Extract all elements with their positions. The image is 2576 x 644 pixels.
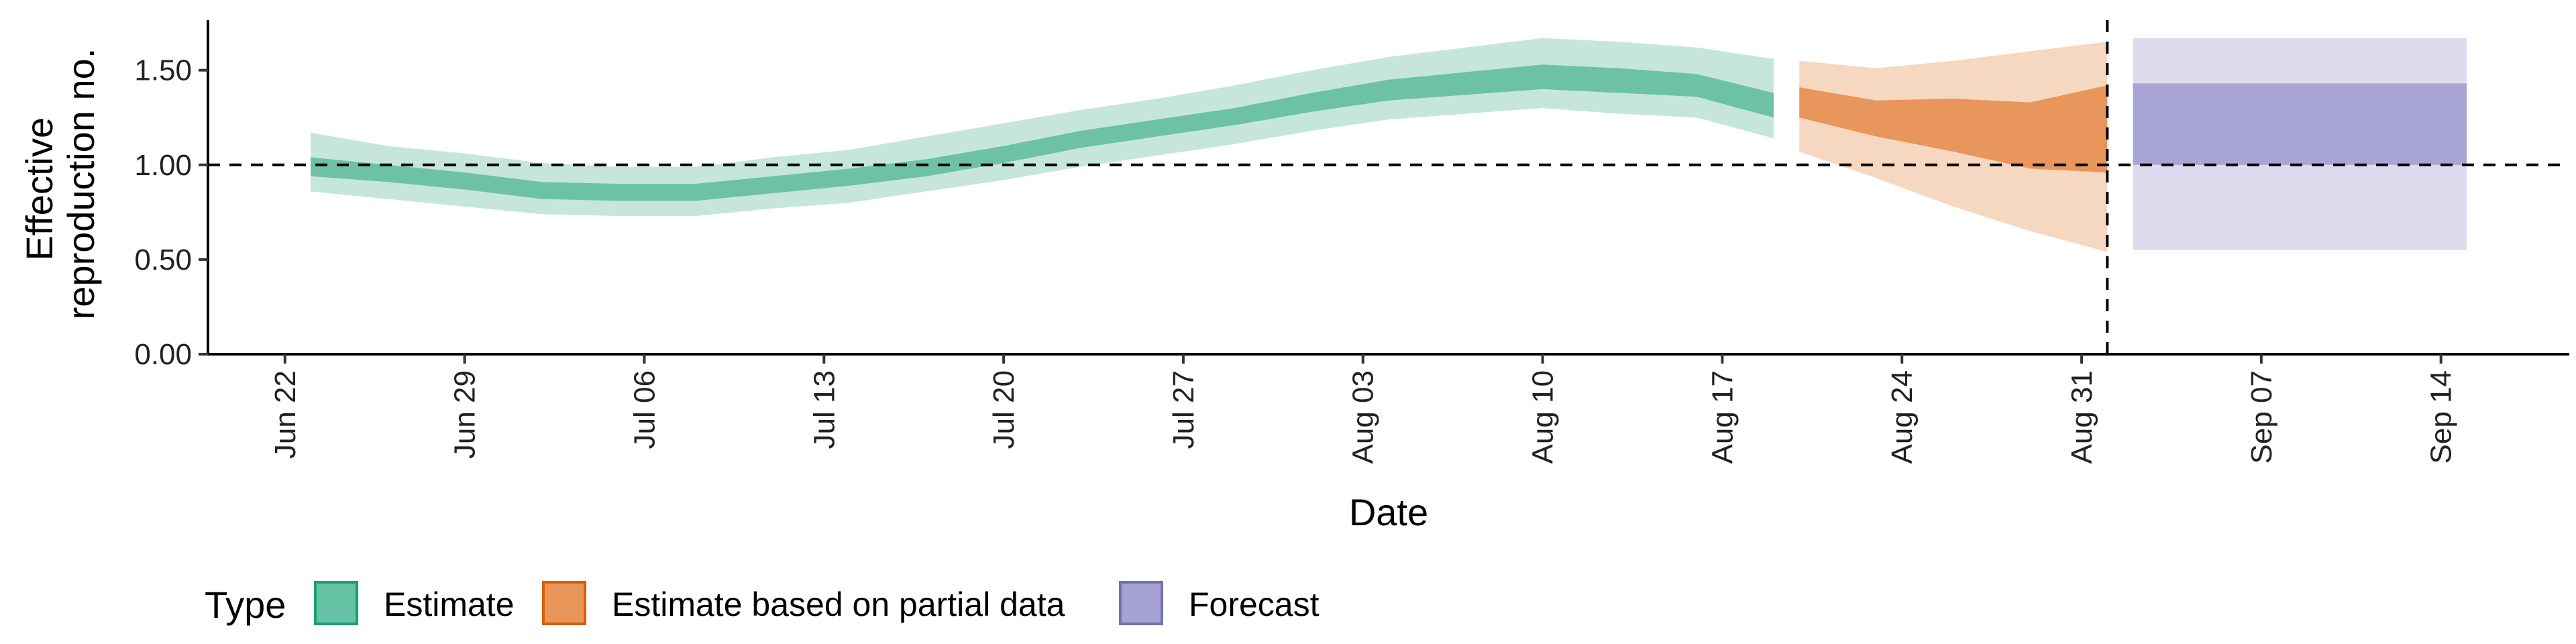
- x-tick-label: Aug 10: [1527, 370, 1560, 464]
- ribbon-50-2: [2133, 83, 2467, 165]
- x-tick-label: Aug 24: [1886, 370, 1919, 464]
- x-axis-ticks: Jun 22 Jun 29 Jul 06 Jul 13 Jul 20 Jul 27 Aug …: [269, 354, 2458, 464]
- ribbon-layer: [311, 38, 2467, 252]
- y-tick-label: 0.50: [134, 244, 192, 276]
- x-tick-label: Jul 27: [1167, 370, 1200, 449]
- y-axis-title-line-1: Effective: [18, 117, 60, 261]
- x-tick-label: Jul 06: [628, 370, 661, 449]
- x-tick-label: Aug 31: [2065, 370, 2098, 464]
- x-tick-label: Aug 17: [1706, 370, 1739, 464]
- legend-key: [314, 581, 358, 625]
- legend-label: Estimate: [384, 586, 515, 623]
- x-axis-title: Date: [1349, 491, 1428, 533]
- x-tick-label: Jul 20: [987, 370, 1020, 449]
- y-tick-label: 0.00: [134, 338, 192, 371]
- y-axis-title-line-2: reproduction no.: [60, 48, 102, 320]
- x-tick-label: Sep 14: [2425, 370, 2458, 464]
- x-tick-label: Jun 29: [449, 370, 482, 459]
- y-axis-ticks: 0.00 0.50 1.00 1.50: [134, 54, 208, 371]
- axes: [207, 20, 2569, 356]
- legend-label: Estimate based on partial data: [612, 586, 1065, 623]
- reference-lines: [208, 20, 2569, 354]
- legend-key: [542, 581, 586, 625]
- x-tick-label: Jul 13: [808, 370, 841, 449]
- ribbon-50-0: [311, 64, 1774, 201]
- y-axis-title: Effective reproduction no.: [18, 48, 102, 320]
- x-tick-label: Aug 03: [1347, 370, 1380, 464]
- x-tick-label: Sep 07: [2245, 370, 2278, 464]
- legend-label: Forecast: [1189, 586, 1320, 623]
- legend-key: [1119, 581, 1163, 625]
- legend-title: Type: [205, 584, 286, 626]
- y-tick-label: 1.00: [134, 149, 192, 182]
- x-tick-label: Jun 22: [269, 370, 302, 459]
- ribbon-50-1: [1799, 85, 2108, 173]
- legend: Type Estimate Estimate based on partial d…: [205, 581, 1320, 626]
- y-tick-label: 1.50: [134, 54, 192, 87]
